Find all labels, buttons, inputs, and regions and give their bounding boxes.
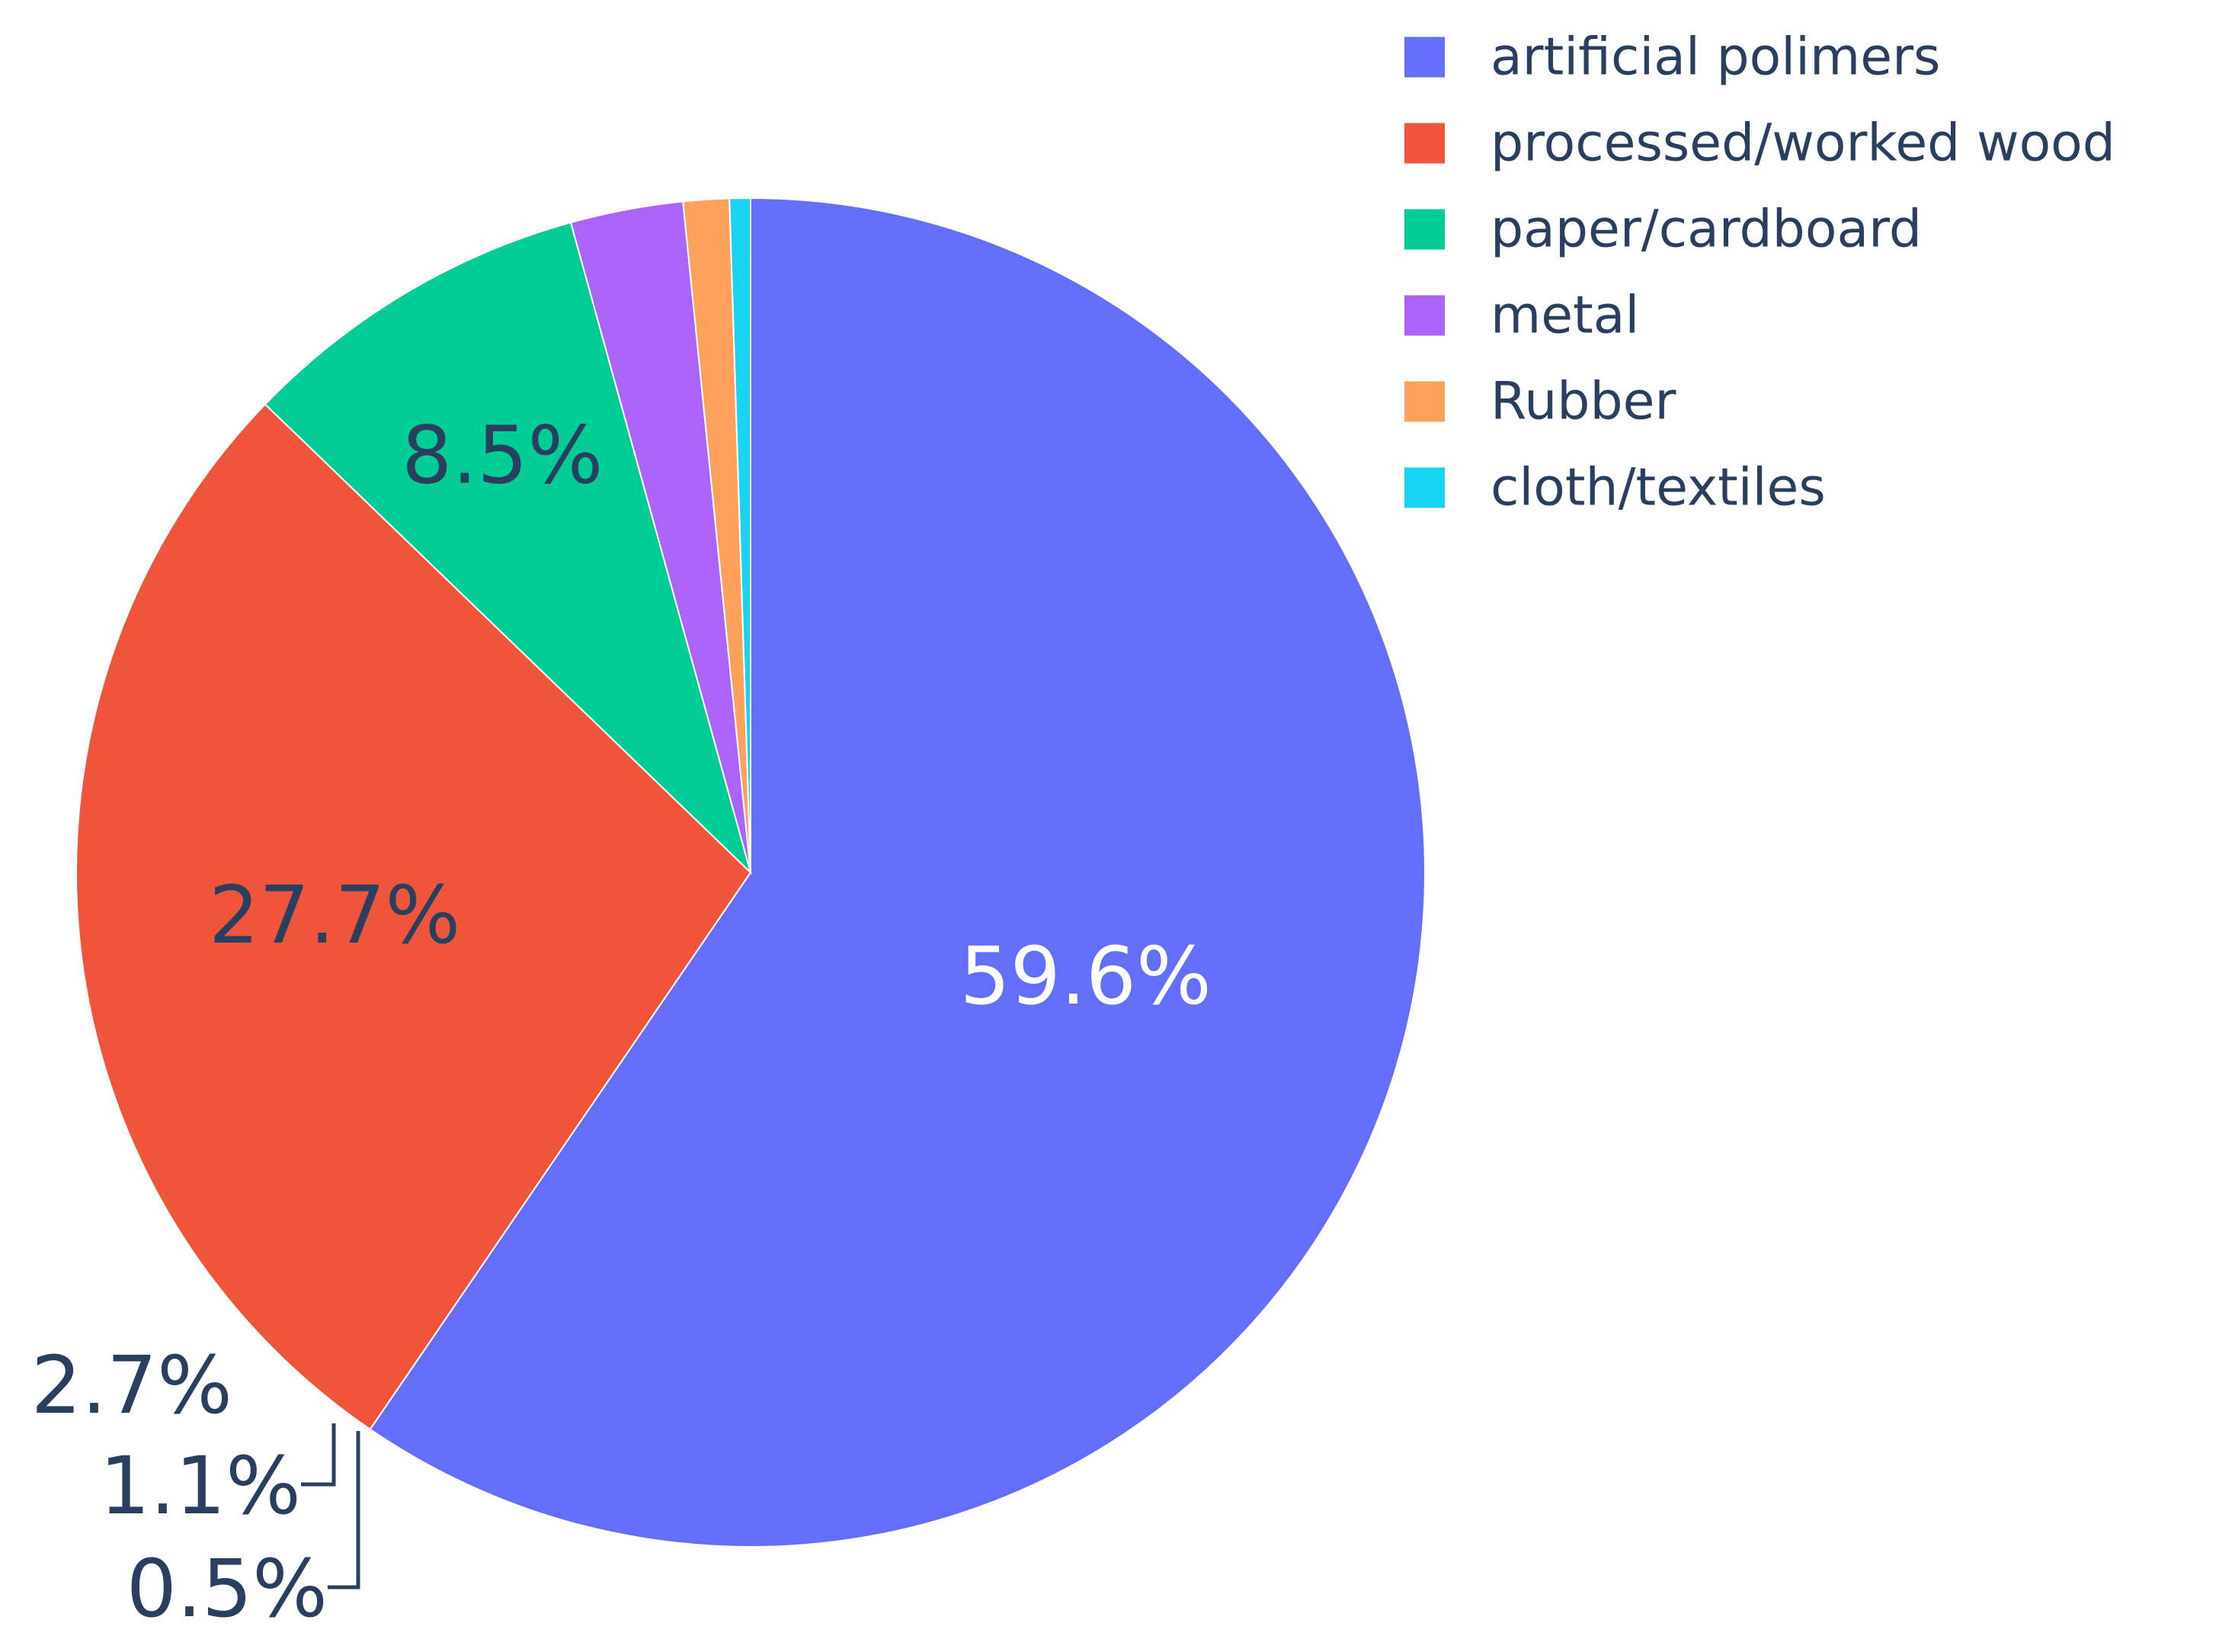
slice-label-artificial-polimers: 59.6% xyxy=(959,930,1211,1023)
slice-label-processed-worked-wood: 27.7% xyxy=(209,869,460,962)
leader-lines xyxy=(301,1423,360,1590)
slice-label-cloth-textiles: 0.5% xyxy=(126,1542,328,1635)
legend-swatch-paper-cardboard xyxy=(1404,209,1445,250)
legend-item-processed-worked-wood[interactable]: processed/worked wood xyxy=(1404,114,2115,174)
leader-line-rubber xyxy=(301,1423,336,1487)
legend-label-paper-cardboard: paper/cardboard xyxy=(1491,200,1922,260)
legend-swatch-artificial-polimers xyxy=(1404,37,1445,78)
legend-swatch-cloth-textiles xyxy=(1404,467,1445,508)
legend-item-cloth-textiles[interactable]: cloth/textiles xyxy=(1404,458,1826,518)
legend-item-artificial-polimers[interactable]: artificial polimers xyxy=(1404,27,1940,88)
slice-label-paper-cardboard: 8.5% xyxy=(402,408,603,501)
slice-label-rubber: 1.1% xyxy=(100,1439,301,1532)
slice-label-metal: 2.7% xyxy=(31,1339,232,1432)
legend-label-processed-worked-wood: processed/worked wood xyxy=(1491,114,2115,174)
legend-item-metal[interactable]: metal xyxy=(1404,286,1639,346)
pie-slice-paper-cardboard[interactable] xyxy=(264,221,752,876)
legend-swatch-processed-worked-wood xyxy=(1404,123,1445,164)
legend-label-metal: metal xyxy=(1491,286,1639,346)
legend-swatch-rubber xyxy=(1404,381,1445,422)
pie-slice-processed-worked-wood[interactable] xyxy=(75,403,752,1431)
slice-labels: 59.6% 27.7% 8.5% 2.7%1.1% 0.5% xyxy=(31,408,1212,1635)
pie-slice-cloth-textiles[interactable] xyxy=(728,197,751,873)
legend-label-artificial-polimers: artificial polimers xyxy=(1491,27,1940,88)
leader-line-cloth-textiles xyxy=(328,1431,360,1590)
legend-item-paper-cardboard[interactable]: paper/cardboard xyxy=(1404,200,1922,260)
pie-slices xyxy=(75,197,1426,1548)
legend-label-rubber: Rubber xyxy=(1491,372,1676,432)
legend[interactable]: artificial polimers processed/worked wood… xyxy=(1404,27,2115,518)
legend-label-cloth-textiles: cloth/textiles xyxy=(1491,458,1826,518)
legend-swatch-metal xyxy=(1404,295,1445,336)
legend-item-rubber[interactable]: Rubber xyxy=(1404,372,1676,432)
pie-slice-artificial-polimers[interactable] xyxy=(369,197,1426,1548)
